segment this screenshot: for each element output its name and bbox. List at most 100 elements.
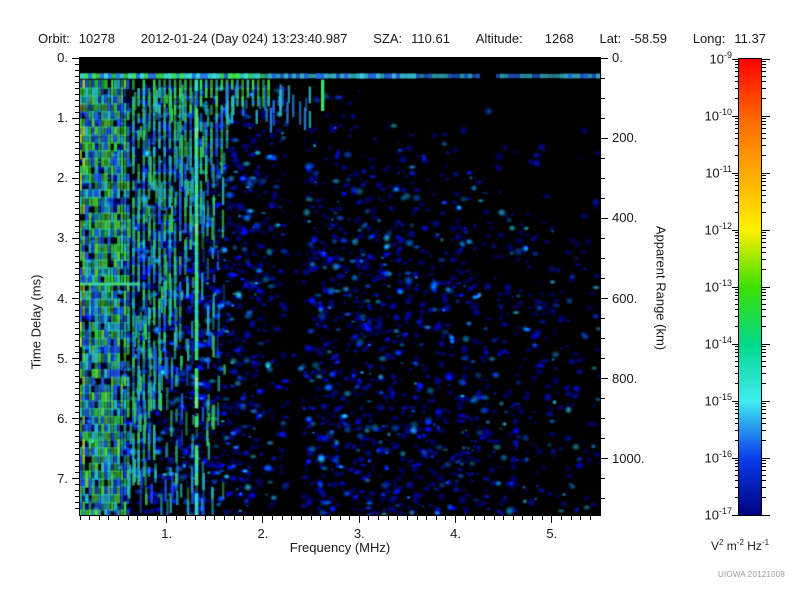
x-tick-label: 3. <box>353 526 365 541</box>
colorbar-minor-tick-right <box>762 252 766 254</box>
y-minor-tick <box>75 352 79 354</box>
colorbar-tick-label: 10-9 <box>709 50 732 67</box>
colorbar-minor-tick-right <box>762 326 766 328</box>
range-minor-tick <box>601 318 605 320</box>
colorbar-minor-tick-right <box>762 474 766 476</box>
colorbar-minor-tick-right <box>762 303 766 305</box>
colorbar-minor-tick-left <box>735 64 738 66</box>
colorbar-minor-tick-left <box>735 246 738 248</box>
colorbar-minor-tick-left <box>735 292 738 294</box>
x-minor-tick <box>483 516 485 520</box>
x-minor-tick <box>223 516 225 520</box>
y-minor-tick <box>75 213 79 215</box>
x-tick-label: 5. <box>546 526 558 541</box>
x-minor-tick <box>89 516 91 520</box>
colorbar-minor-tick-left <box>735 212 738 214</box>
y-minor-tick <box>75 370 79 372</box>
y-tick-label: 5. <box>57 350 68 366</box>
colorbar-minor-tick-right <box>762 470 766 472</box>
colorbar-major-tick-right <box>762 229 770 231</box>
colorbar-tick-label: 10-16 <box>704 449 732 466</box>
x-minor-tick <box>368 516 370 520</box>
x-minor-tick <box>589 516 591 520</box>
y-major-tick <box>72 418 79 420</box>
x-minor-tick <box>474 516 476 520</box>
colorbar-minor-tick-right <box>762 212 766 214</box>
colorbar-minor-tick-right <box>762 409 766 411</box>
colorbar-minor-tick-right <box>762 202 766 204</box>
x-minor-tick <box>272 516 274 520</box>
colorbar-minor-tick-right <box>762 124 766 126</box>
range-minor-tick <box>601 177 605 179</box>
y-tick-label: 2. <box>57 170 68 186</box>
y-minor-tick <box>75 243 79 245</box>
x-minor-tick <box>503 516 505 520</box>
colorbar-minor-tick-left <box>735 326 738 328</box>
colorbar-minor-tick-right <box>762 309 766 311</box>
colorbar-minor-tick-left <box>735 118 738 120</box>
y-minor-tick <box>75 346 79 348</box>
colorbar-minor-tick-left <box>735 463 738 465</box>
colorbar-tick-label: 10-15 <box>704 392 732 409</box>
colorbar-minor-tick-right <box>762 316 766 318</box>
y-minor-tick <box>75 304 79 306</box>
x-tick-label: 4. <box>450 526 461 541</box>
colorbar-minor-tick-right <box>762 349 766 351</box>
colorbar-minor-tick-left <box>735 417 738 419</box>
y-major-tick <box>72 298 79 300</box>
colorbar-minor-tick-right <box>762 242 766 244</box>
colorbar-tick-label: 10-10 <box>704 107 732 124</box>
y-tick-label: 7. <box>57 470 68 486</box>
y-minor-tick <box>75 442 79 444</box>
y-major-tick <box>72 117 79 119</box>
colorbar-minor-tick-left <box>735 71 738 73</box>
y-minor-tick <box>75 364 79 366</box>
y-minor-tick <box>75 424 79 426</box>
colorbar-minor-tick-right <box>762 61 766 63</box>
x-minor-tick <box>281 516 283 520</box>
y-minor-tick <box>75 111 79 113</box>
y-minor-tick <box>75 382 79 384</box>
x-minor-tick <box>204 516 206 520</box>
y-minor-tick <box>75 255 79 257</box>
range-major-tick <box>601 458 608 460</box>
x-minor-tick <box>233 516 235 520</box>
colorbar-minor-tick-right <box>762 246 766 248</box>
y-minor-tick <box>75 466 79 468</box>
colorbar-minor-tick-left <box>735 75 738 77</box>
colorbar-minor-tick-right <box>762 463 766 465</box>
header-field-datetime: 2012-01-24 (Day 024) 13:23:40.987 <box>141 31 348 46</box>
x-minor-tick <box>195 516 197 520</box>
colorbar-minor-tick-right <box>762 178 766 180</box>
colorbar-minor-tick-left <box>735 195 738 197</box>
colorbar-minor-tick-left <box>735 238 738 240</box>
header-field-orbit-label: Orbit: <box>38 31 70 46</box>
x-minor-tick <box>464 516 466 520</box>
colorbar-minor-tick-right <box>762 67 766 69</box>
header-field-long: Long: 11.37 <box>693 31 766 46</box>
y-major-tick <box>72 478 79 480</box>
colorbar-minor-tick-left <box>735 409 738 411</box>
colorbar-minor-tick-right <box>762 195 766 197</box>
colorbar-minor-tick-right <box>762 356 766 358</box>
colorbar-minor-tick-right <box>762 232 766 234</box>
y-minor-tick <box>75 490 79 492</box>
colorbar-minor-tick-left <box>735 299 738 301</box>
colorbar-minor-tick-left <box>735 189 738 191</box>
x-minor-tick <box>406 516 408 520</box>
colorbar-minor-tick-right <box>762 360 766 362</box>
range-minor-tick <box>601 237 605 239</box>
colorbar-tick-label: 10-13 <box>704 278 732 295</box>
y-minor-tick <box>75 249 79 251</box>
range-minor-tick <box>601 77 605 79</box>
colorbar-minor-tick-left <box>735 349 738 351</box>
colorbar-minor-tick-left <box>735 232 738 234</box>
header-field-altitude: Altitude: 1268 <box>476 31 574 46</box>
y-minor-tick <box>75 472 79 474</box>
y-minor-tick <box>75 261 79 263</box>
range-tick-label: 800. <box>612 370 638 386</box>
y-minor-tick <box>75 207 79 209</box>
x-minor-tick <box>445 516 447 520</box>
x-minor-tick <box>522 516 524 520</box>
colorbar-major-tick-left <box>732 343 738 345</box>
